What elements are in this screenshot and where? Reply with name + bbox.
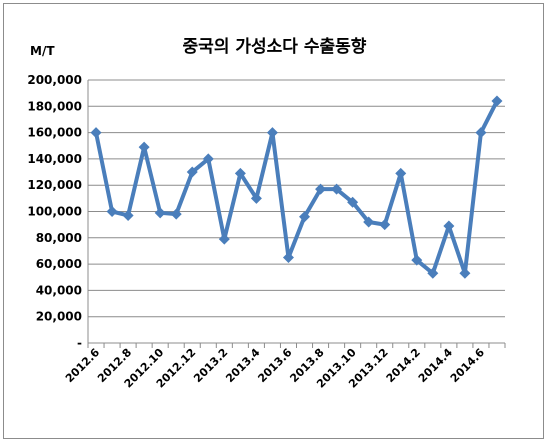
data-point xyxy=(186,166,198,178)
x-tick-label: 2013.6 xyxy=(255,346,294,385)
x-tick-label: 2014.6 xyxy=(448,346,487,385)
data-point xyxy=(443,220,455,232)
y-tick-label: 20,000 xyxy=(36,310,82,324)
data-point xyxy=(170,208,182,220)
chart-title: 중국의 가성소다 수출동향 xyxy=(182,37,367,57)
data-point xyxy=(411,254,423,266)
data-point xyxy=(427,267,439,279)
y-tick-label: 180,000 xyxy=(27,99,82,113)
data-point xyxy=(379,219,391,231)
y-tick-label: 160,000 xyxy=(27,126,82,140)
y-tick-label: 60,000 xyxy=(36,257,82,271)
y-tick-labels: - 20,000 40,000 60,000 80,000 100,000 120,000 1… xyxy=(27,73,82,350)
data-point xyxy=(459,267,471,279)
data-point xyxy=(122,209,134,221)
data-point xyxy=(138,141,150,153)
y-axis-unit-label: M/T xyxy=(30,44,55,58)
data-point xyxy=(90,127,102,139)
data-point xyxy=(363,216,375,228)
data-point xyxy=(475,127,487,139)
axes xyxy=(87,80,506,348)
data-point xyxy=(106,206,118,217)
data-point xyxy=(315,183,327,195)
data-point xyxy=(491,95,503,107)
data-point xyxy=(331,183,343,195)
x-tick-labels: 2012.62012.82012.102012.122013.22013.420… xyxy=(63,346,487,391)
y-tick-label: 80,000 xyxy=(36,231,82,245)
x-tick-label: 2012.6 xyxy=(63,346,102,385)
x-tick-label: 2013.2 xyxy=(191,346,230,385)
x-tick-label: 2013.4 xyxy=(223,346,262,385)
series-layer xyxy=(90,95,503,279)
y-tick-label: 100,000 xyxy=(27,205,82,219)
y-tick-label: - xyxy=(77,336,82,350)
data-point xyxy=(299,211,311,223)
y-tick-label: 200,000 xyxy=(27,73,82,87)
y-tick-label: 40,000 xyxy=(36,283,82,297)
data-point xyxy=(250,192,262,204)
y-tick-label: 120,000 xyxy=(27,178,82,192)
gridlines xyxy=(88,79,505,318)
data-point xyxy=(282,252,294,264)
y-tick-label: 140,000 xyxy=(27,152,82,166)
data-point xyxy=(347,196,359,208)
chart-frame xyxy=(3,3,544,439)
data-point xyxy=(395,167,407,179)
series-line xyxy=(94,100,499,276)
data-point xyxy=(266,127,278,139)
data-point xyxy=(202,153,214,165)
x-tick-label: 2014.4 xyxy=(416,346,455,385)
data-point xyxy=(234,167,246,179)
data-point xyxy=(154,207,166,219)
data-point xyxy=(218,233,230,245)
x-tick-label: 2014.2 xyxy=(384,346,423,385)
